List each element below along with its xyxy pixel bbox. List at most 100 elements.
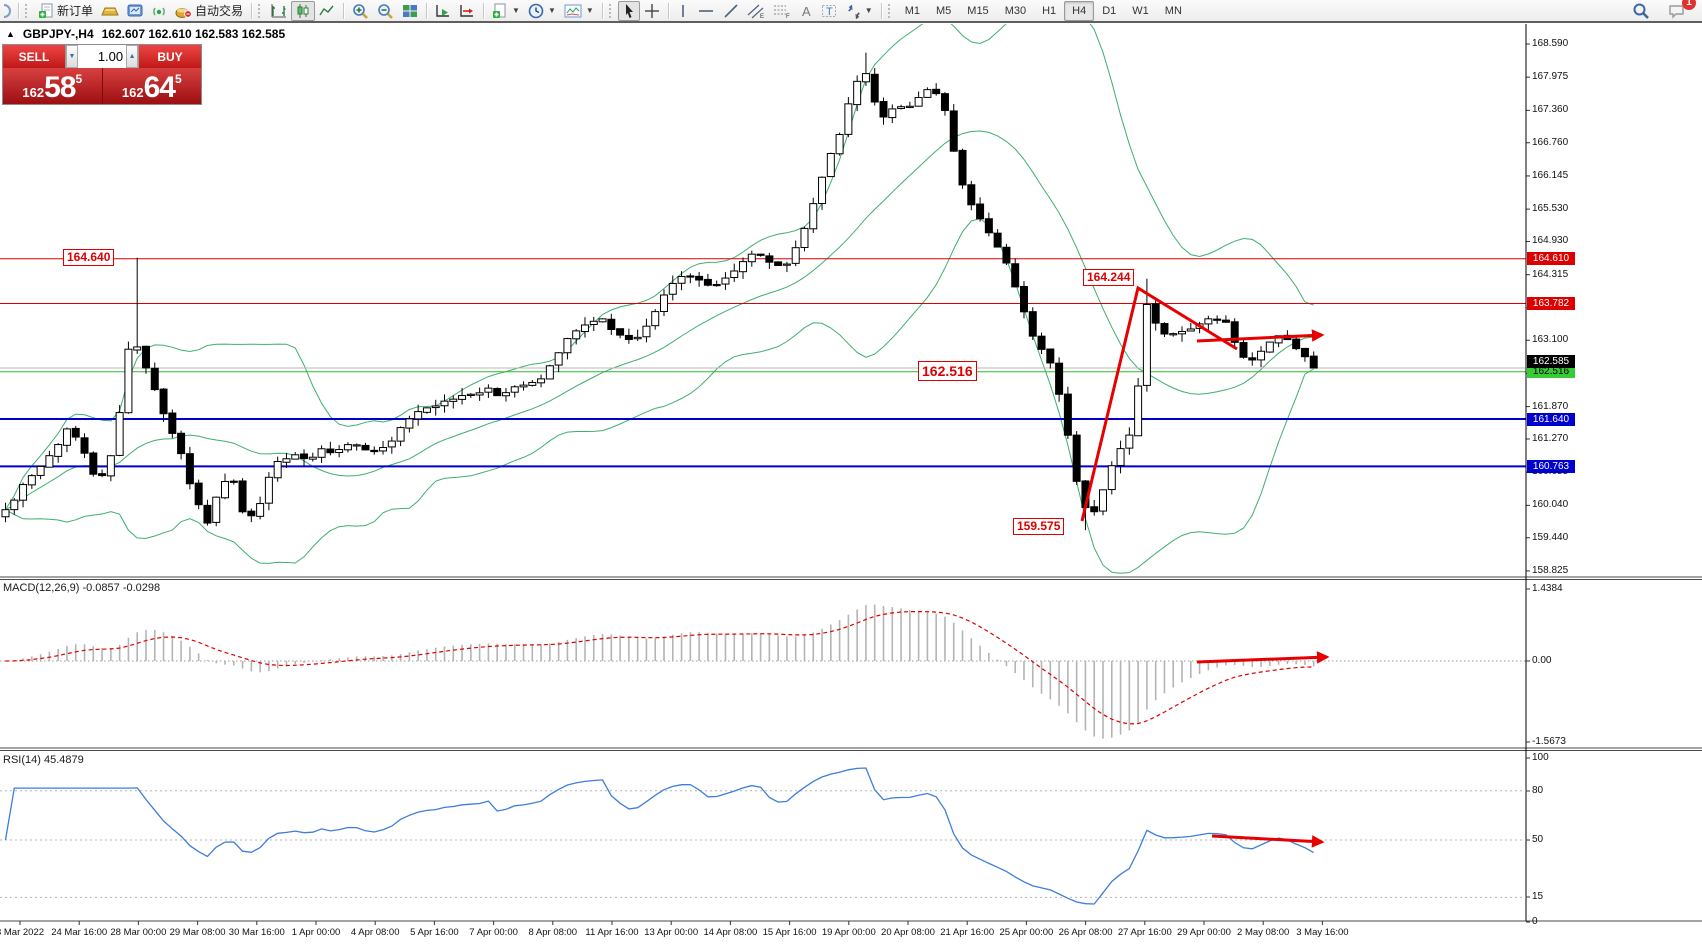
new-order-button[interactable]: 新订单 [34,1,97,21]
signals-button[interactable] [147,1,171,21]
auto-trading-button[interactable]: 自动交易 [171,1,247,21]
time-axis-label: 11 Apr 16:00 [585,927,639,938]
rsi-axis-tick: 0 [1532,916,1538,927]
time-axis-label: 7 Apr 00:00 [469,927,518,938]
notifications-button[interactable]: 1 [1664,0,1696,21]
timeframe-button-m15[interactable]: M15 [967,4,989,17]
line-chart-mode-button[interactable] [315,1,339,21]
svg-text:E: E [760,14,764,19]
buy-price-sup: 5 [174,72,182,86]
timeframe-button-mn[interactable]: MN [1164,4,1182,17]
trend-arrow [1211,834,1325,848]
buy-price[interactable]: 162 64 5 [101,68,201,104]
time-axis-label: 4 Apr 08:00 [350,927,400,938]
sell-price-prefix: 162 [22,85,45,100]
periodicity-button[interactable]: ▼ [524,1,560,21]
new-chart-icon [493,3,506,18]
signals-icon [153,7,165,15]
price-axis-tick: 158.825 [1532,564,1569,576]
timeframe-button-h4[interactable]: H4 [1064,0,1095,21]
terminal-icon [127,4,143,16]
price-line-badge: 161.640 [1527,412,1575,426]
fibonacci-tool-button[interactable]: F [769,1,795,21]
sell-button[interactable]: SELL [3,45,65,68]
vertical-line-tool-button[interactable] [673,1,693,21]
chevron-down-icon: ▼ [585,6,594,15]
time-axis-label: 3 Mar 2022 [0,927,45,938]
search-button[interactable] [1628,1,1654,21]
symbol-ohlc-row: ▲ GBPJPY-,H4 162.607 162.610 162.583 162… [6,27,285,41]
volume-input[interactable] [77,45,127,68]
crosshair-tool-button[interactable] [640,1,664,21]
timeframe-button-m30[interactable]: M30 [1004,4,1027,17]
time-axis-label: 24 Mar 16:00 [51,927,108,938]
rsi-indicator [0,767,1526,905]
price-axis-tick: 167.360 [1532,104,1569,116]
buy-button[interactable]: BUY [139,45,201,68]
bar-chart-mode-button[interactable] [267,1,291,21]
new-chart-button[interactable]: ▼ [488,1,524,21]
sell-price-big: 58 [44,71,76,104]
rsi-axis-tick: 80 [1532,785,1544,796]
sell-price[interactable]: 162 58 5 [3,68,102,104]
candlestick-icon [297,3,309,18]
text-label-tool-button[interactable]: T [817,1,841,21]
trendline-tool-button[interactable] [719,1,743,21]
auto-scroll-button[interactable] [431,1,455,21]
chart-shift-button[interactable] [455,1,479,21]
price-axis-tick: 163.100 [1532,334,1569,346]
candlestick-mode-button[interactable] [291,0,316,21]
time-axis-label: 29 Apr 00:00 [1177,927,1231,938]
macd-axis-tick: 0.00 [1532,655,1552,666]
text-tool-button[interactable]: A [795,1,817,21]
fibonacci-icon: F [773,5,790,19]
time-axis-label: 15 Apr 16:00 [762,927,817,938]
volume-stepper: ▼ ▲ [65,45,139,68]
buy-price-big: 64 [143,71,176,104]
trend-arrow [1080,285,1238,522]
price-line-badge: 162.516 [1527,365,1575,379]
arrows-tool-button[interactable]: ▼ [841,1,877,21]
zoom-in-button[interactable] [348,1,373,21]
cursor-tool-button[interactable] [617,0,640,21]
gold-bar-button[interactable] [97,1,123,21]
timeframe-button-w1[interactable]: W1 [1132,4,1149,17]
price-annotation-label: 159.575 [1013,518,1065,535]
price-annotation-label: 162.516 [918,361,977,381]
triangle-icon: ▲ [6,29,15,39]
trend-arrow [1196,651,1330,664]
macd-indicator [0,604,1526,739]
horizontal-line-tool-button[interactable] [693,1,719,21]
timeframe-button-m5[interactable]: M5 [936,4,952,17]
indicators-button[interactable]: ▼ [560,1,598,21]
volume-decrease-button[interactable]: ▼ [66,45,78,68]
timeframe-button-d1[interactable]: D1 [1102,4,1117,17]
zoom-out-icon [378,3,393,19]
chart-shift-icon [460,4,474,17]
timeframe-group: M1 M5 M15 M30 H1 H4 D1 W1 MN [897,0,1190,22]
rsi-axis-tick: 100 [1532,752,1549,763]
price-axis-tick: 166.145 [1532,169,1569,181]
volume-increase-button[interactable]: ▲ [126,45,138,68]
chevron-down-icon: ▼ [547,6,556,15]
terminal-button[interactable] [123,1,147,21]
channel-tool-button[interactable]: E [743,1,769,21]
tile-windows-button[interactable] [398,1,422,21]
rsi-axis-tick: 15 [1532,891,1544,902]
vertical-line-icon [681,4,684,17]
time-axis-label: 27 Apr 16:00 [1117,927,1172,938]
zoom-out-button[interactable] [373,1,398,21]
toolbar: 新订单 [0,0,1702,23]
line-chart-icon [319,5,334,15]
time-axis-label: 13 Apr 00:00 [644,927,699,938]
timeframe-button-h1[interactable]: H1 [1042,4,1057,17]
price-axis-tick: 161.870 [1532,400,1569,412]
auto-scroll-icon [436,4,450,17]
timeframe-button-m1[interactable]: M1 [904,4,920,17]
price-axis-tick: 167.975 [1532,71,1569,83]
notification-badge: 1 [1682,0,1696,10]
svg-text:F: F [786,14,790,19]
cursor-icon [625,3,633,18]
